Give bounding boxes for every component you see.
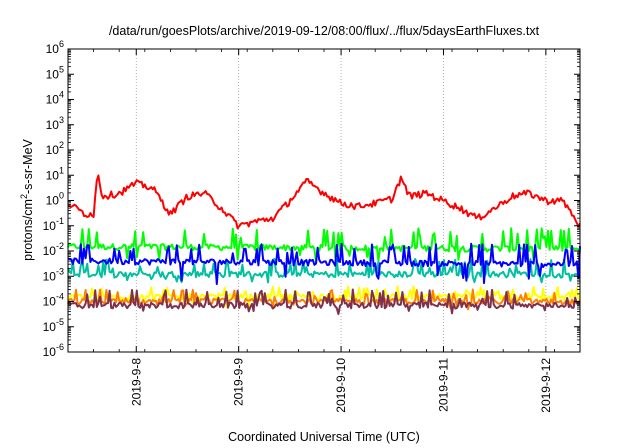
series-line-2	[67, 242, 581, 285]
y-tick-label-12: 106	[46, 39, 64, 56]
series-line-1	[67, 227, 581, 264]
y-axis-label-post: -s-sr-MeV	[21, 138, 35, 194]
y-axis: 10-6 10-5 10-4 10-3 10-2 10-1 100 101 102 103 104 1…	[43, 39, 580, 359]
y-tick-label-3: 10-3	[43, 266, 64, 283]
x-tick-label-4: 2019-9-12	[539, 358, 553, 413]
y-tick-label-10: 104	[46, 90, 64, 107]
y-tick-label-6: 100	[46, 191, 64, 208]
y-tick-label-7: 101	[46, 165, 64, 182]
y-tick-label-2: 10-4	[43, 292, 64, 309]
y-tick-label-5: 10-1	[43, 216, 64, 233]
y-tick-label-8: 102	[46, 140, 64, 157]
x-tick-label-3: 2019-9-11	[436, 358, 450, 412]
y-tick-label-9: 103	[46, 115, 64, 132]
x-tick-label-1: 2019-9-9	[232, 358, 246, 406]
y-tick-label-11: 105	[46, 64, 64, 81]
chart-title: /data/run/goesPlots/archive/2019-09-12/0…	[109, 24, 540, 38]
y-axis-label: protons/cm2-s-sr-MeV	[19, 138, 35, 260]
x-tick-label-0: 2019-9-8	[129, 358, 143, 406]
x-axis: 2019-9-8 2019-9-9 2019-9-10 2019-9-11 2019-9…	[67, 49, 581, 413]
y-tick-label-0: 10-6	[43, 342, 64, 359]
y-axis-label-pre: protons/cm	[21, 199, 35, 261]
y-tick-label-4: 10-2	[43, 241, 64, 258]
x-axis-label: Coordinated Universal Time (UTC)	[228, 430, 420, 444]
x-tick-label-2: 2019-9-10	[334, 358, 348, 413]
series-line-6	[67, 288, 581, 315]
series-line-3	[67, 257, 581, 284]
series-line-0	[67, 174, 581, 230]
y-tick-label-1: 10-5	[43, 317, 64, 334]
y-axis-label-sup: 2	[19, 194, 29, 199]
series-layer	[67, 174, 581, 315]
